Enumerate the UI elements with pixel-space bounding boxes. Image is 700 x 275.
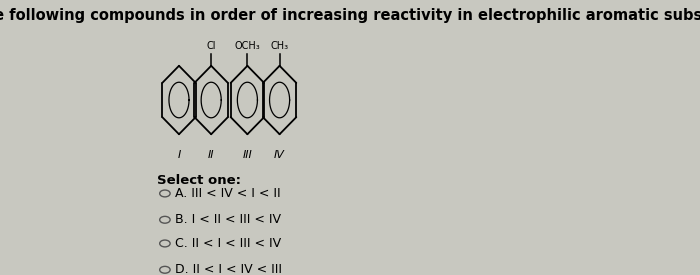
Text: C. II < I < III < IV: C. II < I < III < IV bbox=[175, 237, 281, 250]
Text: B. I < II < III < IV: B. I < II < III < IV bbox=[175, 213, 281, 226]
Text: IV: IV bbox=[274, 150, 285, 160]
Text: III: III bbox=[242, 150, 252, 160]
Text: A. III < IV < I < II: A. III < IV < I < II bbox=[175, 187, 281, 200]
Text: D. II < I < IV < III: D. II < I < IV < III bbox=[175, 263, 282, 275]
Text: Select one:: Select one: bbox=[157, 174, 241, 187]
Text: II: II bbox=[208, 150, 214, 160]
Text: I: I bbox=[177, 150, 181, 160]
Text: OCH₃: OCH₃ bbox=[234, 41, 260, 51]
Text: CH₃: CH₃ bbox=[270, 41, 288, 51]
Text: Cl: Cl bbox=[206, 41, 216, 51]
Text: Rank the following compounds in order of increasing reactivity in electrophilic : Rank the following compounds in order of… bbox=[0, 8, 700, 23]
